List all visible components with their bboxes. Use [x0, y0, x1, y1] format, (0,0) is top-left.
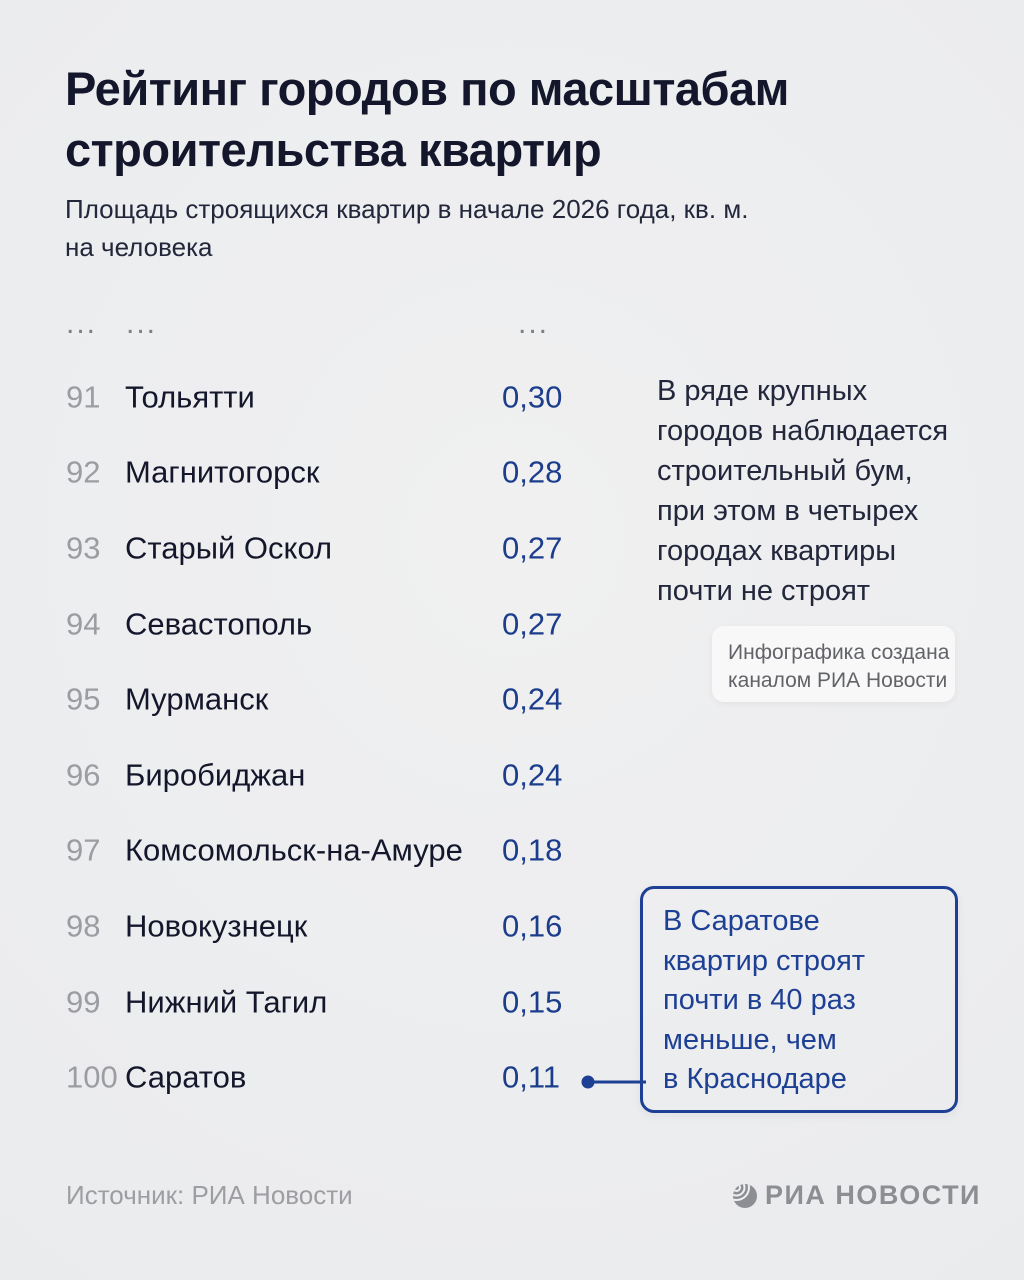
- rank-cell: 95: [66, 681, 101, 717]
- table-row: 94 Севастополь 0,27: [0, 586, 640, 662]
- table-row: 95 Мурманск 0,24: [0, 661, 640, 737]
- table-row: 91 Тольятти 0,30: [0, 359, 640, 435]
- source-label: Источник: РИА Новости: [66, 1180, 353, 1210]
- value-cell: 0,24: [502, 757, 563, 793]
- table-continuation-row: ... ... ...: [0, 309, 620, 343]
- callout-text: В Саратове квартир строят почти в 40 раз…: [663, 905, 866, 1095]
- rank-cell: 99: [66, 984, 101, 1020]
- city-cell: Комсомольск-на-Амуре: [125, 832, 463, 868]
- table-row: 100 Саратов 0,11: [0, 1039, 640, 1115]
- value-cell: 0,15: [502, 984, 563, 1020]
- table-row: 98 Новокузнецк 0,16: [0, 888, 640, 964]
- city-cell: Мурманск: [125, 681, 269, 717]
- rank-cell: 93: [66, 530, 101, 566]
- table-row: 92 Магнитогорск 0,28: [0, 435, 640, 511]
- value-cell: 0,28: [502, 454, 563, 490]
- rank-cell: 92: [66, 454, 101, 490]
- page-subtitle: Площадь строящихся квартир в начале 2026…: [65, 194, 749, 262]
- rank-cell: 96: [66, 757, 101, 793]
- table-row: 97 Комсомольск-на-Амуре 0,18: [0, 813, 640, 889]
- ellipsis-value-column: ...: [518, 307, 550, 340]
- rank-cell: 98: [66, 908, 101, 944]
- rank-cell: 97: [66, 832, 101, 868]
- ellipsis-city-column: ...: [126, 307, 158, 340]
- ria-novosti-logo: РИА НОВОСТИ: [733, 1182, 981, 1209]
- credit-card-text: Инфографика создана каналом РИА Новости: [728, 641, 950, 692]
- ellipsis-rank-column: ...: [66, 307, 98, 340]
- city-cell: Саратов: [125, 1059, 247, 1095]
- city-cell: Нижний Тагил: [125, 984, 328, 1020]
- annotation-text: В ряде крупных городов наблюдается строи…: [657, 375, 949, 607]
- value-cell: 0,27: [502, 606, 563, 642]
- value-cell: 0,16: [502, 908, 563, 944]
- rank-cell: 91: [66, 379, 101, 415]
- city-cell: Тольятти: [125, 379, 255, 415]
- city-cell: Старый Оскол: [125, 530, 333, 566]
- ranking-table: 91 Тольятти 0,30 92 Магнитогорск 0,28 93…: [0, 359, 640, 1115]
- city-cell: Новокузнецк: [125, 908, 308, 944]
- value-cell: 0,27: [502, 530, 563, 566]
- ria-globe-icon: [733, 1183, 757, 1208]
- city-cell: Магнитогорск: [125, 454, 320, 490]
- value-cell: 0,30: [502, 379, 563, 415]
- ria-logo-text: РИА НОВОСТИ: [765, 1180, 981, 1210]
- rank-cell: 94: [66, 606, 101, 642]
- city-cell: Севастополь: [125, 606, 313, 642]
- table-row: 93 Старый Оскол 0,27: [0, 510, 640, 586]
- value-cell: 0,24: [502, 681, 563, 717]
- city-cell: Биробиджан: [125, 757, 306, 793]
- callout-connector-line: [581, 1075, 646, 1089]
- table-row: 99 Нижний Тагил 0,15: [0, 964, 640, 1040]
- rank-cell: 100: [66, 1059, 118, 1095]
- value-cell: 0,18: [502, 832, 563, 868]
- page-title: Рейтинг городов по масштабам строительст…: [65, 62, 789, 176]
- value-cell: 0,11: [502, 1059, 561, 1095]
- table-row: 96 Биробиджан 0,24: [0, 737, 640, 813]
- credit-card: Инфографика создана каналом РИА Новости: [712, 626, 955, 702]
- callout-box: В Саратове квартир строят почти в 40 раз…: [640, 886, 958, 1113]
